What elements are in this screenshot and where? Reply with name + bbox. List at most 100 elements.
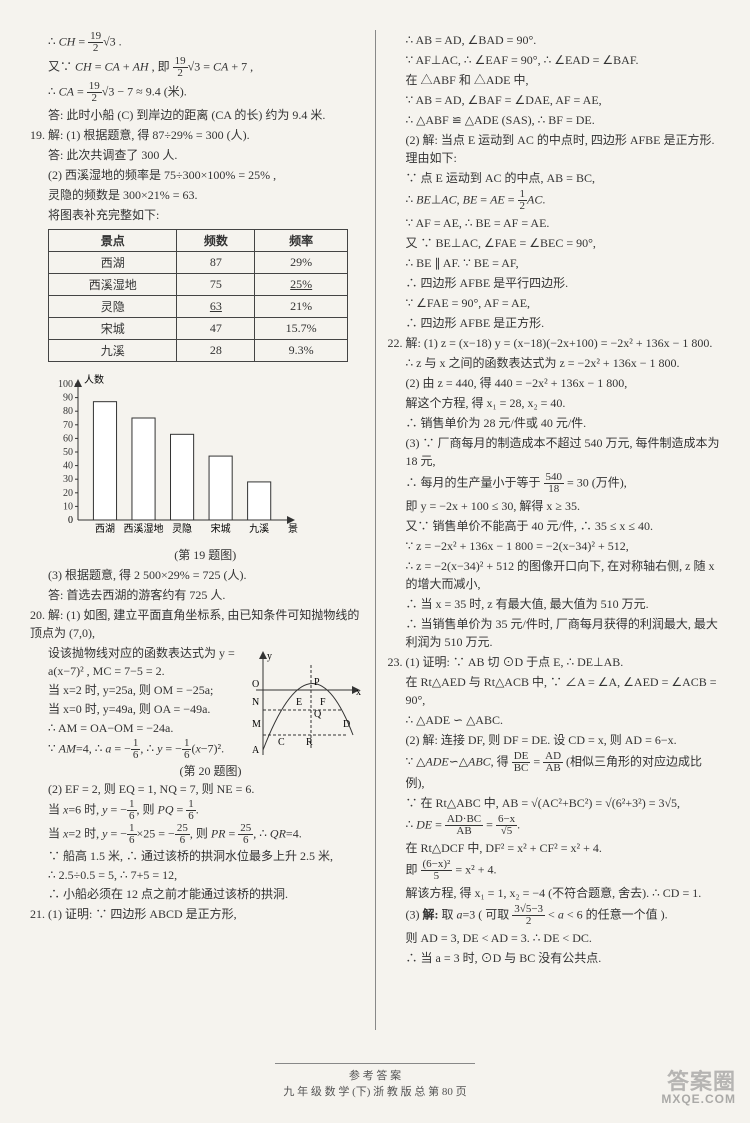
column-divider [375, 30, 376, 1030]
page-columns: ∴ CH = 192√3 . 又∵ CH = CA + AH , 即 192√3… [30, 30, 720, 1030]
svg-text:30: 30 [63, 474, 73, 485]
text-line: ∴ 销售单价为 28 元/件或 40 元/件. [388, 414, 721, 432]
q-lead: (1) 证明: ∵ AB 切 ⊙D 于点 E, ∴ DE⊥AB. [406, 655, 624, 669]
svg-text:80: 80 [63, 406, 73, 417]
q-number: 19. [30, 128, 45, 142]
svg-text:西湖: 西湖 [95, 523, 115, 535]
text-line: ∵ z = −2x² + 136x − 1 800 = −2(x−34)² + … [388, 537, 721, 555]
text-line: 又 ∵ BE⊥AC, ∠FAE = ∠BEC = 90°, [388, 234, 721, 252]
q22-head: 22. 解: (1) z = (x−18) y = (x−18)(−2x+100… [388, 334, 721, 352]
text-line: ∴ BE⊥AC, BE = AE = 12AC. [388, 189, 721, 212]
svg-text:N: N [252, 697, 259, 708]
svg-text:O: O [252, 679, 259, 690]
table-cell: 25% [255, 274, 348, 296]
table-cell: 63 [177, 296, 255, 318]
svg-text:西溪湿地: 西溪湿地 [124, 522, 164, 535]
text-line: ∴ z = −2(x−34)² + 512 的图像开口向下, 在对称轴右侧, z… [388, 557, 721, 593]
table-cell: 9.3% [255, 340, 348, 362]
q-lead: (1) 证明: ∵ 四边形 ABCD 是正方形, [48, 907, 237, 921]
q19-head: 19. 解: (1) 根据题意, 得 87÷29% = 300 (人). [30, 126, 363, 144]
text-line: 答: 首选去西湖的游客约有 725 人. [30, 586, 363, 604]
text-line: 灵隐的频数是 300×21% = 63. [30, 186, 363, 204]
text-line: 当 x=6 时, y = −16, 则 PQ = 16. [30, 799, 363, 822]
text-line: ∴ CH = 192√3 . [30, 31, 363, 54]
text-line: ∵ △ADE∽△ABC, 得 DEBC = ADAB (相似三角形的对应边成比例… [388, 751, 721, 792]
svg-text:x: x [356, 687, 361, 698]
svg-text:A: A [252, 745, 260, 756]
watermark-brand: 答案圈 [667, 1069, 736, 1094]
text-line: 又∵ CH = CA + AH , 即 192√3 = CA + 7 , [30, 56, 363, 79]
text-line: ∴ 四边形 AFBE 是正方形. [388, 314, 721, 332]
q-number: 21. [30, 907, 45, 921]
svg-text:Q: Q [314, 709, 322, 720]
text-line: 在 Rt△DCF 中, DF² = x² + CF² = x² + 4. [388, 839, 721, 857]
watermark: 答案圈 MXQE.COM [661, 1071, 736, 1105]
text-line: ∵ 点 E 运动到 AC 的中点, AB = BC, [388, 169, 721, 187]
watermark-url: MXQE.COM [661, 1093, 736, 1105]
text-line: 在 Rt△AED 与 Rt△ACB 中, ∵ ∠A = ∠A, ∠AED = ∠… [388, 673, 721, 709]
text-line: (2) 解: 连接 DF, 则 DF = DE. 设 CD = x, 则 AD … [388, 731, 721, 749]
text-line: ∴ 当 x = 35 时, z 有最大值, 最大值为 510 万元. [388, 595, 721, 613]
svg-text:60: 60 [63, 433, 73, 444]
text-line: ∴ BE ∥ AF. ∵ BE = AF, [388, 254, 721, 272]
table-cell: 九溪 [49, 340, 177, 362]
text-line: 在 △ABF 和 △ADE 中, [388, 71, 721, 89]
svg-text:50: 50 [63, 447, 73, 458]
q-number: 20. [30, 608, 45, 622]
q-lead: 解: (1) 根据题意, 得 87÷29% = 300 (人). [48, 128, 250, 142]
svg-text:C: C [278, 737, 285, 748]
table-cell: 28 [177, 340, 255, 362]
text-line: (2) 解: 当点 E 运动到 AC 的中点时, 四边形 AFBE 是正方形. … [388, 131, 721, 167]
text-line: ∴ 四边形 AFBE 是平行四边形. [388, 274, 721, 292]
table-cell: 75 [177, 274, 255, 296]
q23-head: 23. (1) 证明: ∵ AB 切 ⊙D 于点 E, ∴ DE⊥AB. [388, 653, 721, 671]
text-line: ∴ 小船必须在 12 点之前才能通过该桥的拱洞. [30, 885, 363, 903]
q-lead: 解: (1) 如图, 建立平面直角坐标系, 由已知条件可知抛物线的顶点为 (7,… [30, 608, 359, 640]
text-line: ∵ 在 Rt△ABC 中, AB = √(AC²+BC²) = √(6²+3²)… [388, 794, 721, 812]
q21-head: 21. (1) 证明: ∵ 四边形 ABCD 是正方形, [30, 905, 363, 923]
text-line: ∴ 2.5÷0.5 = 5, ∴ 7+5 = 12, [30, 866, 363, 884]
page-footer: 参 考 答 案 九 年 级 数 学 (下) 浙 教 版 总 第 80 页 [0, 1063, 750, 1099]
table-cell: 47 [177, 318, 255, 340]
table-cell: 29% [255, 252, 348, 274]
text-line: 答: 此时小船 (C) 到岸边的距离 (CA 的长) 约为 9.4 米. [30, 106, 363, 124]
text-line: (3) 根据题意, 得 2 500×29% = 725 (人). [30, 566, 363, 584]
svg-text:F: F [320, 697, 326, 708]
svg-text:P: P [314, 677, 320, 688]
text-line: 当 x=2 时, y = −16×25 = −256, 则 PR = 256, … [30, 823, 363, 846]
footer-line2: 九 年 级 数 学 (下) 浙 教 版 总 第 80 页 [0, 1083, 750, 1099]
table-cell: 灵隐 [49, 296, 177, 318]
text-line: (3) 解: 取 a=3 ( 可取 3√5−32 < a < 6 的任意一个值 … [388, 904, 721, 927]
text-line: 解这个方程, 得 x₁ = 28, x₂ = 40. [388, 394, 721, 412]
table-cell: 西湖 [49, 252, 177, 274]
svg-text:y: y [267, 651, 272, 662]
svg-text:100: 100 [58, 379, 73, 390]
text-line: ∴ 当销售单价为 35 元/件时, 厂商每月获得的利润最大, 最大利润为 510… [388, 615, 721, 651]
text-line: 答: 此次共调查了 300 人. [30, 146, 363, 164]
text-line: (2) EF = 2, 则 EQ = 1, NQ = 7, 则 NE = 6. [30, 780, 363, 798]
text-line: ∴ AB = AD, ∠BAD = 90°. [388, 31, 721, 49]
text-line: ∴ 当 a = 3 时, ⊙D 与 BC 没有公共点. [388, 949, 721, 967]
svg-text:70: 70 [63, 420, 73, 431]
table-cell: 15.7% [255, 318, 348, 340]
text-line: (3) ∵ 厂商每月的制造成本不超过 540 万元, 每件制造成本为 18 元, [388, 434, 721, 470]
text-line: 即 (6−x)²5 = x² + 4. [388, 859, 721, 882]
svg-text:宋城: 宋城 [211, 522, 231, 535]
q20-head: 20. 解: (1) 如图, 建立平面直角坐标系, 由已知条件可知抛物线的顶点为… [30, 606, 363, 642]
table-cell: 87 [177, 252, 255, 274]
text-line: (2) 西溪湿地的频率是 75÷300×100% = 25% , [30, 166, 363, 184]
text-line: ∵ ∠FAE = 90°, AF = AE, [388, 294, 721, 312]
table-cell: 21% [255, 296, 348, 318]
text-line: ∴ 每月的生产量小于等于 54018 = 30 (万件), [388, 472, 721, 495]
table-header: 频数 [177, 230, 255, 252]
svg-text:10: 10 [63, 501, 73, 512]
text-line: (2) 由 z = 440, 得 440 = −2x² + 136x − 1 8… [388, 374, 721, 392]
q-lead: 解: (1) z = (x−18) y = (x−18)(−2x+100) = … [406, 336, 713, 350]
text-line: ∴ DE = AD·BCAB = 6−x√5. [388, 814, 721, 837]
svg-text:20: 20 [63, 488, 73, 499]
svg-text:D: D [343, 719, 350, 730]
svg-text:景点: 景点 [288, 523, 298, 535]
text-line: ∴ △ABF ≌ △ADE (SAS), ∴ BF = DE. [388, 111, 721, 129]
table-header: 频率 [255, 230, 348, 252]
svg-text:灵隐: 灵隐 [172, 523, 192, 535]
